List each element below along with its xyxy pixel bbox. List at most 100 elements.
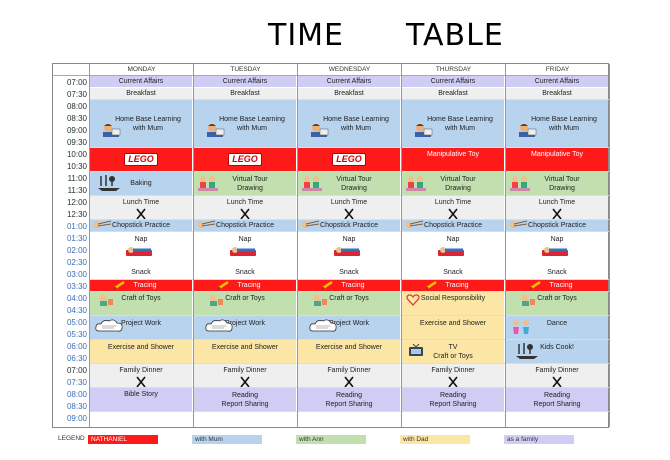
row-divider — [89, 315, 609, 316]
project-work-block: Project Work — [90, 316, 192, 339]
activity-label: Tracing — [341, 282, 365, 289]
activity-label: Tracing — [445, 282, 469, 289]
tv-block: TV Craft or Toys — [402, 340, 504, 363]
legend-swatch: as a family — [504, 435, 574, 444]
lego-block: LEGO — [298, 148, 400, 171]
cloud-icon — [308, 318, 338, 336]
time-label: 09:00 — [66, 126, 87, 135]
activity-label: Lunch Time — [538, 199, 576, 206]
fork-and-knife-icon — [551, 208, 563, 220]
breakfast-block: Breakfast — [506, 88, 608, 99]
activity-label: Exercise and Shower — [211, 344, 279, 351]
fork-and-knife-icon — [551, 376, 563, 388]
chopstick-block: Chopstick Practice — [402, 220, 504, 231]
home-learning-block: Home Base Learning with Mum — [506, 100, 608, 147]
kids-cook-block: Kids Cook! — [506, 340, 608, 363]
row-divider — [89, 339, 609, 340]
row-divider — [89, 195, 609, 196]
kids-icon — [197, 174, 219, 192]
project-work-block: Project Work — [194, 316, 296, 339]
craft-icon — [520, 293, 536, 307]
kids-icon — [301, 174, 323, 192]
lunch-block: Lunch Time — [90, 196, 192, 220]
row-divider — [89, 219, 609, 220]
legend-swatch: with Dad — [400, 435, 470, 444]
activity-label: with Mum — [133, 124, 163, 132]
dance-icon — [510, 319, 532, 335]
activity-label: Family Dinner — [119, 367, 163, 374]
activity-label: Drawing — [237, 184, 263, 192]
time-label: 09:30 — [66, 138, 87, 147]
activity-label: with Mum — [549, 124, 579, 132]
baking-block: Baking — [90, 172, 192, 195]
activity-label: Family Dinner — [535, 367, 579, 374]
activity-label: Project Work — [329, 320, 369, 327]
craft-icon — [312, 293, 328, 307]
time-label: 03:30 — [66, 282, 87, 291]
craft-icon — [98, 293, 114, 307]
sleeping-mat-icon — [124, 244, 154, 258]
pencil-icon — [530, 281, 542, 289]
activity-label: Bible Story — [124, 391, 158, 398]
bible-story-block: Bible Story — [90, 388, 192, 411]
column-divider — [609, 64, 610, 427]
nap-label: Nap — [134, 236, 148, 243]
reading-block: Reading Report Sharing — [402, 388, 504, 411]
manipulative-toy-block: Manipulative Toy — [402, 148, 504, 171]
tv-icon — [408, 344, 424, 358]
home-learning-block: Home Base Learning with Mum — [402, 100, 504, 147]
virtual-tour-block: Virtual Tour Drawing — [506, 172, 608, 195]
day-header-tuesday: TUESDAY — [193, 64, 297, 75]
current-affairs-block: Current Affairs — [506, 76, 608, 87]
activity-label: Tracing — [549, 282, 573, 289]
family-dinner-block: Family Dinner — [298, 364, 400, 388]
activity-label: Current Affairs — [534, 78, 580, 85]
fork-and-knife-icon — [447, 376, 459, 388]
exercise-block: Exercise and Shower — [90, 340, 192, 363]
virtual-tour-block: Virtual Tour Drawing — [298, 172, 400, 195]
baking-icon — [96, 174, 122, 192]
activity-label: Lunch Time — [434, 199, 472, 206]
fork-and-knife-icon — [239, 208, 251, 220]
activity-label: Exercise and Shower — [315, 344, 383, 351]
social-responsibility-block: Social Responsibility — [402, 292, 504, 315]
time-label: 08:00 — [66, 102, 87, 111]
activity-label: Drawing — [549, 184, 575, 192]
baking-icon — [514, 342, 540, 360]
fork-and-knife-icon — [135, 208, 147, 220]
snack-label: Snack — [547, 269, 567, 276]
tracing-block: Tracing — [506, 280, 608, 291]
nap-snack-block: Nap Snack — [402, 232, 504, 279]
chopstick-icon — [92, 220, 112, 230]
fork-and-knife-icon — [343, 376, 355, 388]
tracing-block: Tracing — [402, 280, 504, 291]
nap-label: Nap — [550, 236, 564, 243]
lunch-block: Lunch Time — [506, 196, 608, 220]
activity-label: Reading — [543, 391, 571, 399]
activity-label: Drawing — [341, 184, 367, 192]
activity-label: Chopstick Practice — [424, 222, 482, 229]
activity-label: with Mum — [445, 124, 475, 132]
lego-block: LEGO — [90, 148, 192, 171]
current-affairs-block: Current Affairs — [194, 76, 296, 87]
reading-block: Reading Report Sharing — [506, 388, 608, 411]
row-divider — [89, 231, 609, 232]
lego-logo: LEGO — [228, 153, 262, 166]
time-label: 06:00 — [66, 342, 87, 351]
project-work-block: Project Work — [298, 316, 400, 339]
time-label: 11:30 — [67, 186, 87, 195]
day-header-wednesday: WEDNESDAY — [297, 64, 401, 75]
time-label: 12:30 — [66, 210, 87, 219]
chopstick-block: Chopstick Practice — [194, 220, 296, 231]
tracing-block: Tracing — [194, 280, 296, 291]
day-header-thursday: THURSDAY — [401, 64, 505, 75]
family-dinner-block: Family Dinner — [402, 364, 504, 388]
activity-label: Exercise and Shower — [419, 320, 487, 327]
chopstick-icon — [196, 220, 216, 230]
time-label: 01:00 — [66, 222, 87, 231]
time-label: 06:30 — [66, 354, 87, 363]
activity-label: Breakfast — [334, 90, 364, 97]
craft-block: Craft or Toys — [298, 292, 400, 315]
row-divider — [89, 99, 609, 100]
breakfast-block: Breakfast — [298, 88, 400, 99]
